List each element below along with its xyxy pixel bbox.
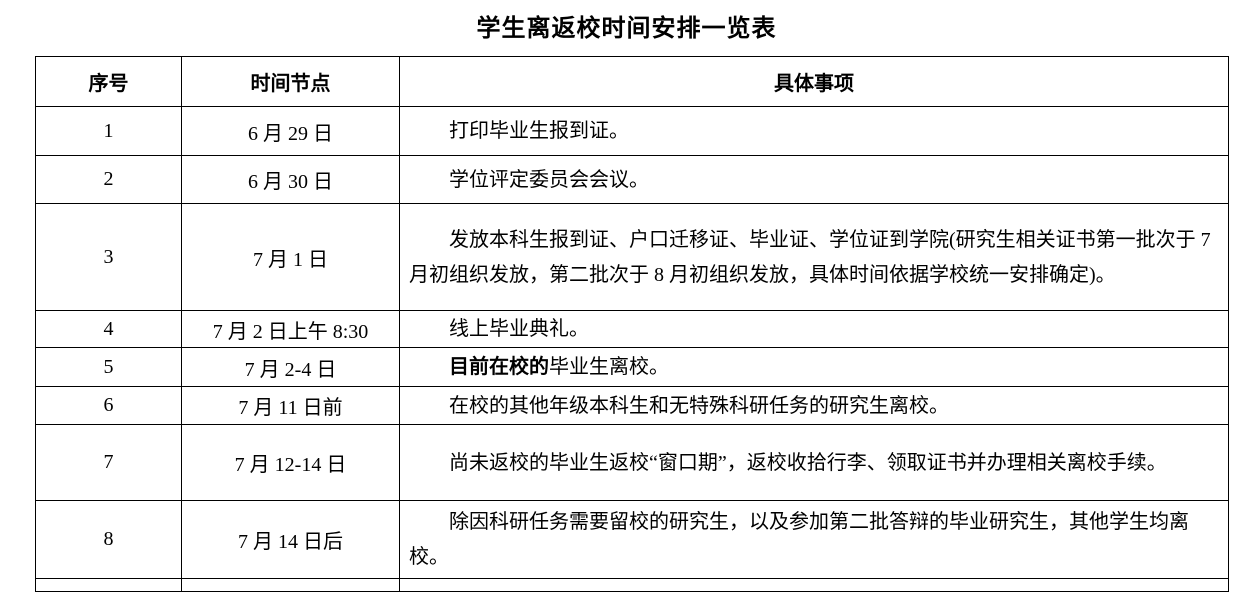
cell-time-node: 6 月 30 日	[181, 155, 400, 204]
table-row: 7 7 月 12-14 日 尚未返校的毕业生返校“窗口期”，返校收拾行李、领取证…	[35, 424, 1229, 501]
cell-row-number: 3	[35, 203, 182, 311]
table-row: 3 7 月 1 日 发放本科生报到证、户口迁移证、毕业证、学位证到学院(研究生相…	[35, 203, 1229, 311]
table-row: 8 7 月 14 日后 除因科研任务需要留校的研究生，以及参加第二批答辩的毕业研…	[35, 500, 1229, 579]
detail-paragraph: 学位评定委员会会议。	[409, 162, 1219, 198]
header-row: 序号 时间节点 具体事项	[35, 56, 1229, 107]
cell-row-number: 2	[35, 155, 182, 204]
cell-time-node: 7 月 2 日上午 8:30	[181, 310, 400, 348]
detail-text: 在校的其他年级本科生和无特殊科研任务的研究生离校。	[449, 394, 949, 417]
cell-time-node: 7 月 12-14 日	[181, 424, 400, 501]
detail-paragraph: 目前在校的毕业生离校。	[409, 349, 1219, 385]
cell-time-node: 7 月 1 日	[181, 203, 400, 311]
detail-text: 除因科研任务需要留校的研究生，以及参加第二批答辩的毕业研究生，其他学生均离校。	[409, 511, 1189, 568]
cell-detail: 线上毕业典礼。	[399, 310, 1229, 348]
cell-detail: 除因科研任务需要留校的研究生，以及参加第二批答辩的毕业研究生，其他学生均离校。	[399, 500, 1229, 579]
cell-time-node: 6 月 29 日	[181, 106, 400, 156]
detail-text: 学位评定委员会会议。	[449, 168, 649, 191]
empty-bottom-row	[35, 578, 1229, 592]
detail-paragraph: 发放本科生报到证、户口迁移证、毕业证、学位证到学院(研究生相关证书第一批次于 7…	[409, 222, 1219, 293]
cell-detail: 发放本科生报到证、户口迁移证、毕业证、学位证到学院(研究生相关证书第一批次于 7…	[399, 203, 1229, 311]
header-cell-detail: 具体事项	[399, 56, 1229, 107]
cell-row-number: 5	[35, 347, 182, 387]
detail-paragraph: 线上毕业典礼。	[409, 311, 1219, 347]
cell-row-number: 7	[35, 424, 182, 501]
detail-bold-run: 目前在校的	[449, 354, 549, 378]
detail-text: 打印毕业生报到证。	[449, 120, 629, 142]
detail-paragraph: 打印毕业生报到证。	[409, 113, 1219, 149]
detail-paragraph: 在校的其他年级本科生和无特殊科研任务的研究生离校。	[409, 388, 1219, 424]
page-title: 学生离返校时间安排一览表	[476, 14, 777, 42]
detail-text: 线上毕业典礼。	[449, 318, 589, 340]
detail-text: 毕业生离校。	[549, 356, 669, 378]
detail-paragraph: 除因科研任务需要留校的研究生，以及参加第二批答辩的毕业研究生，其他学生均离校。	[409, 504, 1219, 575]
detail-paragraph: 尚未返校的毕业生返校“窗口期”，返校收拾行李、领取证书并办理相关离校手续。	[409, 445, 1219, 481]
schedule-table: 序号 时间节点 具体事项 1 6 月 29 日 打印毕业生报到证。 2 6 月 …	[35, 56, 1229, 592]
empty-cell	[399, 578, 1229, 592]
cell-row-number: 8	[35, 500, 182, 579]
table-row: 4 7 月 2 日上午 8:30 线上毕业典礼。	[35, 310, 1229, 348]
cell-row-number: 6	[35, 386, 182, 425]
cell-detail: 在校的其他年级本科生和无特殊科研任务的研究生离校。	[399, 386, 1229, 425]
cell-time-node: 7 月 14 日后	[181, 500, 400, 579]
detail-text: 发放本科生报到证、户口迁移证、毕业证、学位证到学院(研究生相关证书第一批次于 7…	[409, 228, 1211, 286]
empty-cell	[35, 578, 182, 592]
cell-time-node: 7 月 2-4 日	[181, 347, 400, 387]
cell-row-number: 1	[35, 106, 182, 156]
cell-detail: 目前在校的毕业生离校。	[399, 347, 1229, 387]
table-body: 1 6 月 29 日 打印毕业生报到证。 2 6 月 30 日 学位评定委员会会…	[35, 106, 1229, 579]
table-row: 1 6 月 29 日 打印毕业生报到证。	[35, 106, 1229, 156]
table-row: 6 7 月 11 日前 在校的其他年级本科生和无特殊科研任务的研究生离校。	[35, 386, 1229, 425]
empty-cell	[181, 578, 400, 592]
cell-row-number: 4	[35, 310, 182, 348]
header-cell-no: 序号	[35, 56, 182, 107]
table-row: 5 7 月 2-4 日 目前在校的毕业生离校。	[35, 347, 1229, 387]
cell-time-node: 7 月 11 日前	[181, 386, 400, 425]
header-cell-time: 时间节点	[181, 56, 400, 107]
cell-detail: 尚未返校的毕业生返校“窗口期”，返校收拾行李、领取证书并办理相关离校手续。	[399, 424, 1229, 501]
detail-text: 尚未返校的毕业生返校“窗口期”，返校收拾行李、领取证书并办理相关离校手续。	[449, 451, 1167, 474]
cell-detail: 打印毕业生报到证。	[399, 106, 1229, 156]
cell-detail: 学位评定委员会会议。	[399, 155, 1229, 204]
table-row: 2 6 月 30 日 学位评定委员会会议。	[35, 155, 1229, 204]
